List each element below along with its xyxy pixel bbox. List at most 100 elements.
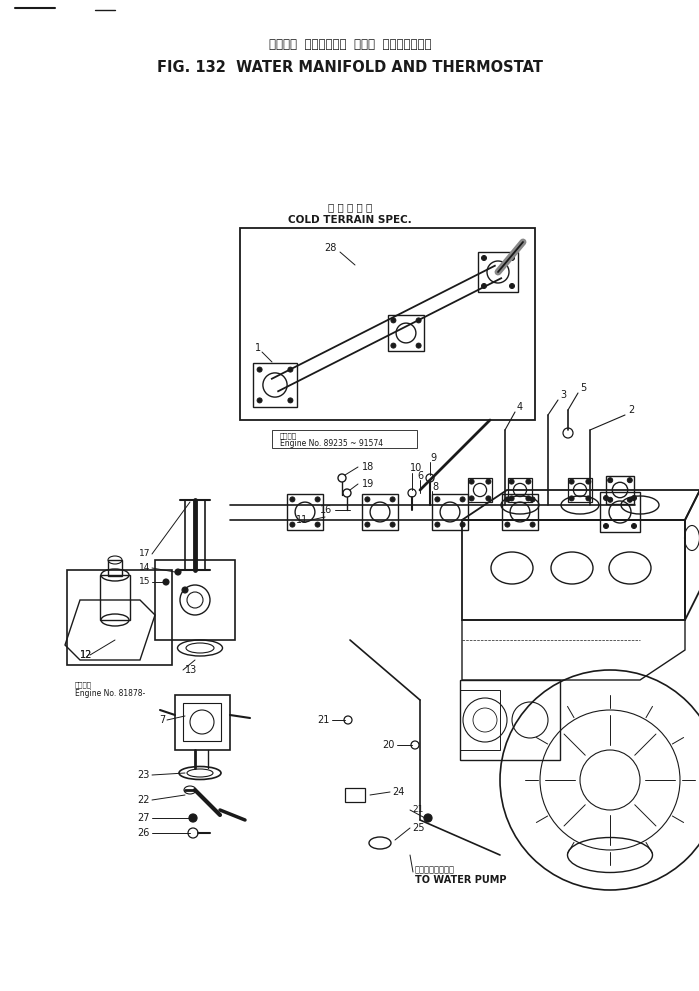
Text: 8: 8 (432, 482, 438, 492)
Circle shape (416, 318, 421, 323)
Text: 16: 16 (319, 505, 332, 515)
Text: 21: 21 (317, 715, 330, 725)
Text: 25: 25 (412, 823, 424, 833)
Circle shape (505, 522, 510, 527)
Circle shape (607, 497, 613, 502)
Bar (253, 363, 297, 407)
Circle shape (627, 478, 633, 483)
Circle shape (163, 579, 169, 585)
Circle shape (290, 522, 295, 527)
Text: 22: 22 (138, 795, 150, 805)
Circle shape (631, 496, 637, 500)
Circle shape (390, 522, 395, 527)
Text: 11: 11 (296, 515, 308, 525)
Text: 27: 27 (138, 813, 150, 823)
Circle shape (486, 496, 491, 500)
Circle shape (416, 343, 421, 348)
Text: 19: 19 (362, 479, 374, 489)
Circle shape (526, 496, 531, 500)
Circle shape (530, 522, 535, 527)
Circle shape (510, 256, 514, 261)
Text: COLD TERRAIN SPEC.: COLD TERRAIN SPEC. (288, 215, 412, 225)
Circle shape (365, 522, 370, 527)
Text: ウォータ  マニホールド  および  サーモスタット: ウォータ マニホールド および サーモスタット (268, 39, 431, 52)
Circle shape (509, 496, 514, 500)
Text: 1: 1 (255, 343, 261, 353)
Bar (100, 575, 130, 620)
Circle shape (435, 522, 440, 527)
Bar (67, 570, 172, 665)
Text: 12: 12 (80, 650, 92, 660)
Circle shape (290, 496, 295, 501)
Text: 14: 14 (138, 564, 150, 573)
Bar (468, 478, 492, 502)
Text: FIG. 132  WATER MANIFOLD AND THERMOSTAT: FIG. 132 WATER MANIFOLD AND THERMOSTAT (157, 60, 543, 75)
Circle shape (469, 479, 474, 484)
Text: TO WATER PUMP: TO WATER PUMP (415, 875, 507, 885)
Circle shape (482, 256, 487, 261)
Bar (272, 430, 417, 448)
Text: 18: 18 (362, 462, 374, 472)
Bar (183, 703, 221, 741)
Circle shape (175, 569, 181, 575)
Text: 26: 26 (138, 828, 150, 838)
Circle shape (460, 496, 465, 501)
Circle shape (603, 523, 609, 528)
Text: 21: 21 (412, 806, 424, 815)
Text: 7: 7 (159, 715, 165, 725)
Circle shape (486, 479, 491, 484)
Text: 20: 20 (382, 740, 395, 750)
Circle shape (435, 496, 440, 501)
Circle shape (586, 479, 591, 484)
Text: 12: 12 (80, 650, 92, 660)
Circle shape (569, 479, 574, 484)
Text: 寒 冷 地 仕 様: 寒 冷 地 仕 様 (328, 202, 372, 212)
Circle shape (469, 496, 474, 500)
Bar (175, 695, 230, 750)
Circle shape (627, 497, 633, 502)
Circle shape (315, 522, 320, 527)
Text: 5: 5 (580, 383, 586, 393)
Circle shape (607, 478, 613, 483)
Bar (478, 252, 518, 292)
Circle shape (505, 496, 510, 501)
Text: 6: 6 (417, 471, 423, 481)
Bar (287, 494, 323, 530)
Bar (155, 560, 235, 640)
Circle shape (424, 814, 432, 822)
Text: 9: 9 (430, 453, 436, 463)
Text: Engine No. 81878-: Engine No. 81878- (75, 689, 145, 698)
Circle shape (390, 496, 395, 501)
Circle shape (257, 367, 262, 372)
Text: 適用年式: 適用年式 (280, 433, 297, 439)
Bar (432, 494, 468, 530)
Text: 4: 4 (517, 402, 523, 412)
Text: 3: 3 (560, 390, 566, 400)
Circle shape (586, 496, 591, 500)
Circle shape (509, 479, 514, 484)
Text: 24: 24 (392, 787, 405, 797)
Circle shape (391, 318, 396, 323)
Circle shape (569, 496, 574, 500)
Circle shape (460, 522, 465, 527)
Text: 23: 23 (138, 770, 150, 780)
Text: 適用年式: 適用年式 (75, 682, 92, 689)
Bar (502, 494, 538, 530)
Circle shape (189, 814, 197, 822)
Bar (568, 478, 592, 502)
Bar (388, 315, 424, 351)
Bar (606, 476, 634, 504)
Circle shape (182, 587, 188, 593)
Text: 10: 10 (410, 463, 422, 473)
Bar (508, 478, 532, 502)
Circle shape (482, 283, 487, 288)
Bar (240, 228, 535, 420)
Circle shape (510, 283, 514, 288)
Circle shape (288, 367, 293, 372)
Text: 15: 15 (138, 578, 150, 587)
Bar (600, 492, 640, 532)
Circle shape (365, 496, 370, 501)
Text: 2: 2 (628, 405, 634, 415)
Text: 13: 13 (185, 665, 197, 675)
Text: Engine No. 89235 ~ 91574: Engine No. 89235 ~ 91574 (280, 439, 383, 449)
